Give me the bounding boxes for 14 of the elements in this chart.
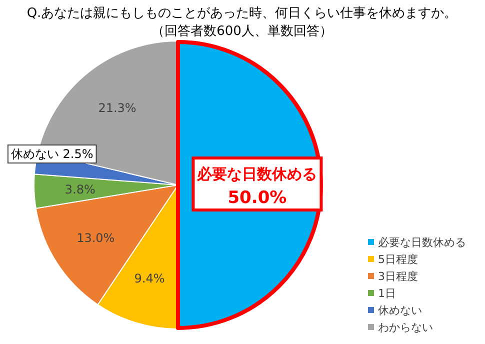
data-label: 必要な日数休める 50.0% [196, 165, 318, 208]
chart-subtitle: （回答者数600人、単数回答） [152, 24, 332, 39]
data-label: 13.0% [76, 230, 115, 245]
data-label: 3.8% [64, 182, 96, 196]
legend-label: 5日程度 [378, 253, 418, 266]
data-label: 21.3% [98, 101, 136, 116]
legend-label: 3日程度 [378, 270, 418, 283]
legend-label: わからない [378, 321, 433, 334]
legend-label: 1日 [378, 287, 396, 300]
data-label: 休めない 2.5% [10, 146, 94, 161]
data-label: 9.4% [134, 272, 165, 286]
legend-label: 休めない [378, 304, 422, 317]
legend-label: 必要な日数休める [378, 236, 466, 249]
title: Q.あなたは親にもしものことがあった時、何日くらい仕事を休めますか。 [26, 6, 458, 21]
